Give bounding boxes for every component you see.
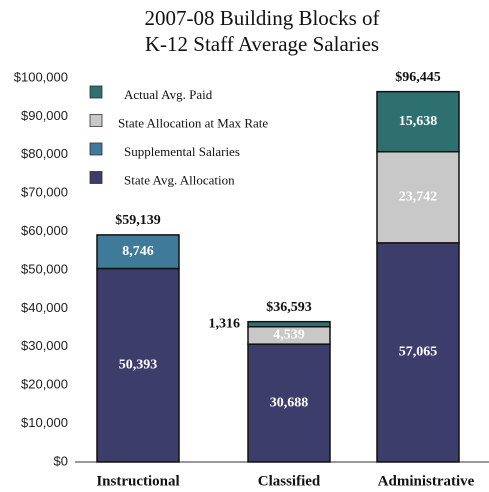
y-tick-label: $70,000	[21, 185, 68, 200]
y-tick-label: $80,000	[21, 146, 68, 161]
y-tick-label: $60,000	[21, 223, 68, 238]
data-label: 50,393	[119, 357, 158, 372]
y-tick-label: $90,000	[21, 108, 68, 123]
data-label: 30,688	[270, 395, 309, 410]
bar-segment	[376, 90, 460, 153]
bar-segment	[247, 320, 331, 328]
total-label: $36,593	[266, 300, 312, 315]
legend-swatch	[89, 171, 103, 184]
y-tick-label: $100,000	[14, 69, 68, 84]
total-label: $59,139	[115, 213, 161, 228]
legend-label: Supplemental Salaries	[124, 144, 240, 159]
data-label: 1,316	[209, 316, 241, 331]
x-tick-label: Classified	[258, 473, 321, 489]
y-tick-label: $10,000	[21, 415, 68, 430]
data-label: 57,065	[399, 345, 438, 360]
bar-segment	[376, 242, 460, 463]
legend-label: State Allocation at Max Rate	[118, 115, 268, 130]
data-label: 4,539	[273, 328, 305, 343]
bar-segment	[376, 150, 460, 244]
data-label: 23,742	[399, 190, 438, 205]
x-tick-label: Administrative	[378, 473, 475, 489]
legend-swatch	[89, 142, 103, 156]
y-tick-label: $50,000	[21, 261, 68, 276]
x-tick-label: Instructional	[96, 473, 179, 489]
bar-segment	[96, 267, 180, 463]
y-tick-label: $40,000	[21, 300, 68, 315]
y-tick-label: $0	[54, 453, 68, 468]
data-label: 15,638	[399, 114, 438, 129]
legend-swatch	[89, 85, 103, 99]
total-label: $96,445	[395, 70, 441, 85]
legend-label: Actual Avg. Paid	[124, 87, 213, 102]
data-label: 8,746	[122, 244, 154, 259]
legend-label: State Avg. Allocation	[124, 172, 235, 187]
bar-segment	[96, 234, 180, 270]
chart-title: 2007-08 Building Blocks of	[144, 6, 379, 30]
y-tick-label: $30,000	[21, 338, 68, 353]
legend-swatch	[89, 114, 103, 127]
chart-title: K-12 Staff Average Salaries	[145, 32, 379, 56]
y-tick-label: $20,000	[21, 377, 68, 392]
